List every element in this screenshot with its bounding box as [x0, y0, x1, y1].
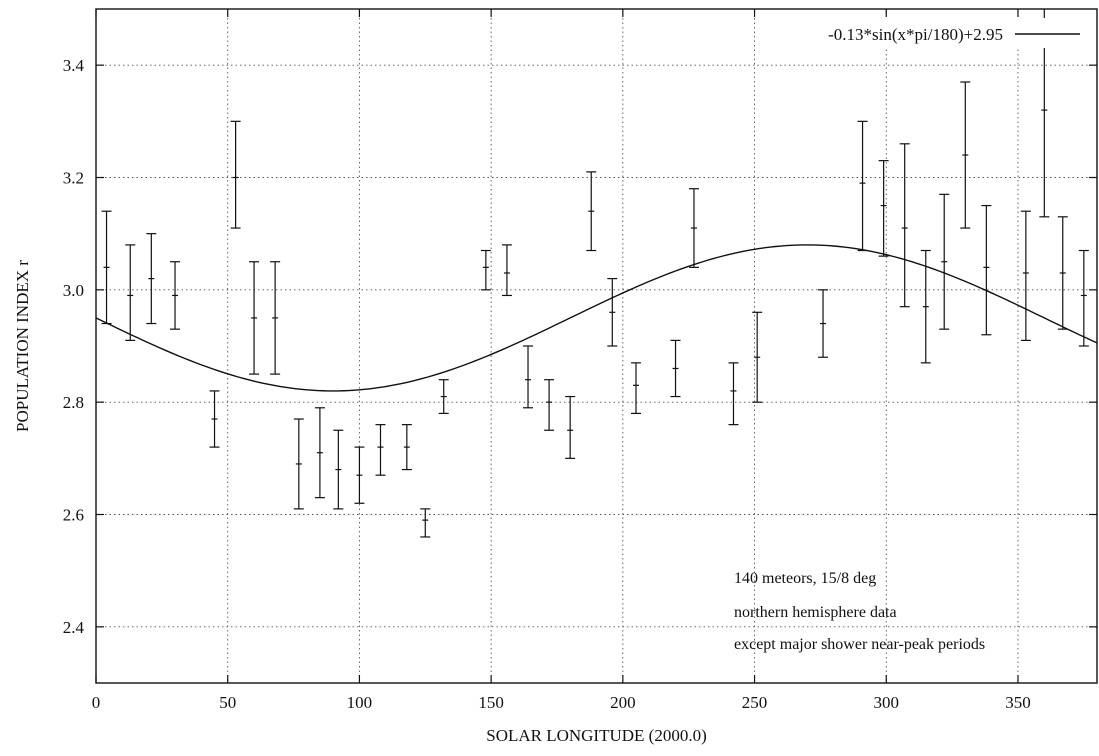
y-tick-label: 2.8: [63, 393, 84, 412]
error-bar-point: [523, 345, 534, 409]
error-bar-point: [565, 395, 576, 459]
error-bar-point: [375, 424, 386, 476]
error-bar-point: [270, 261, 281, 375]
annotation-exclusion: except major shower near-peak periods: [734, 636, 985, 653]
annotation-block: 140 meteors, 15/8 deg northern hemispher…: [734, 570, 985, 653]
error-bar-point: [293, 418, 304, 510]
error-bar-point: [728, 362, 739, 426]
x-tick-label: 200: [610, 693, 636, 712]
error-bar-point: [354, 446, 365, 504]
error-bar-point: [981, 204, 992, 336]
error-bar-point: [752, 311, 763, 403]
error-bar-point: [818, 289, 829, 358]
x-tick-label: 100: [347, 693, 373, 712]
sine-fit-curve: [95, 244, 1098, 392]
y-tick-label: 2.4: [63, 618, 85, 637]
error-bar-point: [146, 233, 157, 325]
x-tick-label: 350: [1005, 693, 1031, 712]
annotation-hemisphere: northern hemisphere data: [734, 604, 897, 621]
error-bar-point: [878, 160, 889, 257]
error-bar-point: [501, 244, 512, 297]
error-bar-point: [670, 339, 681, 398]
annotation-meteor-count: 140 meteors, 15/8 deg: [734, 570, 876, 587]
error-bar-point: [420, 508, 431, 538]
error-bar-point: [401, 424, 412, 471]
error-bar-point: [939, 193, 950, 330]
error-bar-point: [688, 188, 699, 268]
error-bar-point: [480, 249, 491, 291]
error-bar-point: [249, 261, 260, 375]
error-bar-point: [544, 379, 555, 431]
error-bar-point: [170, 261, 181, 330]
error-bar-point: [101, 210, 112, 325]
x-tick-label: 250: [742, 693, 768, 712]
error-bar-point: [314, 407, 325, 499]
error-bar-point: [333, 429, 344, 510]
y-tick-label: 2.6: [63, 506, 84, 525]
x-tick-label: 150: [478, 693, 504, 712]
y-axis-label: POPULATION INDEX r: [13, 260, 32, 432]
axis-ticks: [95, 9, 1097, 683]
error-bar-point: [125, 244, 136, 341]
legend: -0.13*sin(x*pi/180)+2.95: [765, 18, 1087, 48]
legend-label: -0.13*sin(x*pi/180)+2.95: [828, 25, 1003, 44]
error-bar-point: [209, 390, 220, 448]
error-bar-point: [920, 249, 931, 364]
error-bar-point: [631, 362, 642, 414]
error-bar-layer: [101, 9, 1089, 538]
y-tick-label: 3.0: [63, 281, 84, 300]
error-bar-point: [230, 120, 241, 229]
error-bar-point: [1057, 216, 1068, 330]
error-bar-point: [960, 81, 971, 229]
fitted-curve-layer: [95, 244, 1098, 392]
y-tick-label: 3.4: [63, 56, 85, 75]
x-tick-label: 300: [874, 693, 900, 712]
y-tick-label: 3.2: [63, 169, 84, 188]
error-bar-point: [1078, 249, 1089, 347]
grid-lines: [96, 9, 1097, 683]
error-bar-point: [1020, 210, 1031, 341]
error-bar-point: [607, 278, 618, 347]
plot-frame: [95, 8, 1098, 684]
x-tick-label: 0: [92, 693, 101, 712]
error-bar-point: [857, 120, 868, 252]
x-tick-label: 50: [219, 693, 236, 712]
error-bar-point: [438, 379, 449, 414]
error-bar-point: [899, 143, 910, 308]
error-bar-point: [586, 171, 597, 252]
x-axis-label: SOLAR LONGITUDE (2000.0): [486, 726, 707, 745]
